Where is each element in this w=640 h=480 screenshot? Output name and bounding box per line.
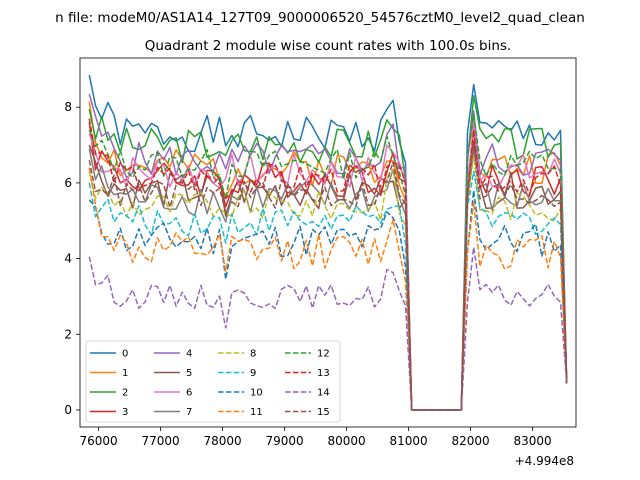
x-tick-label: 81000 [390,434,428,448]
legend-label-4: 4 [186,349,192,360]
x-tick-label: 78000 [204,434,242,448]
legend-label-13: 13 [317,368,330,379]
series-lines [88,74,568,411]
y-tick-label: 0 [64,403,72,417]
x-tick-label: 77000 [142,434,180,448]
legend-label-15: 15 [317,407,330,418]
x-tick-label: 76000 [80,434,118,448]
legend-label-12: 12 [317,349,330,360]
legend-label-9: 9 [250,368,256,379]
legend-label-11: 11 [250,407,263,418]
y-tick-label: 8 [64,100,72,114]
legend-label-14: 14 [317,388,330,399]
series-line-9 [88,170,568,411]
legend-label-6: 6 [186,388,192,399]
series-line-12 [88,114,568,411]
series-line-10 [88,189,568,411]
legend-label-8: 8 [250,349,256,360]
legend-label-1: 1 [122,368,128,379]
legend-label-0: 0 [122,349,128,360]
series-line-8 [88,155,568,411]
y-tick-label: 6 [64,176,72,190]
series-line-5 [88,140,568,411]
series-line-2 [88,95,568,411]
y-axis: 0 2 4 6 8 [64,100,80,417]
y-tick-label: 2 [64,327,72,341]
y-tick-label: 4 [64,252,72,266]
x-offset-label: +4.994e8 [515,454,574,468]
legend-label-3: 3 [122,407,128,418]
series-line-14 [88,246,568,411]
series-line-13 [88,118,568,411]
series-line-4 [88,93,568,411]
x-tick-label: 80000 [328,434,366,448]
series-line-7 [88,148,568,411]
plot-frame [79,57,577,428]
series-line-15 [88,144,568,411]
legend-frame [85,340,341,423]
chart-suptitle: n file: modeM0/AS1A14_127T09_9000006520_… [55,10,585,26]
x-tick-label: 79000 [266,434,304,448]
legend-label-5: 5 [186,368,192,379]
x-tick-label: 82000 [452,434,490,448]
x-tick-label: 83000 [514,434,552,448]
chart-title: Quadrant 2 module wise count rates with … [145,38,511,54]
legend-label-7: 7 [186,407,192,418]
legend-label-10: 10 [250,388,263,399]
series-line-11 [88,167,568,411]
x-axis: 76000 77000 78000 79000 80000 81000 82000 83000 [80,427,552,448]
legend-label-2: 2 [122,388,128,399]
series-line-0 [88,74,568,411]
